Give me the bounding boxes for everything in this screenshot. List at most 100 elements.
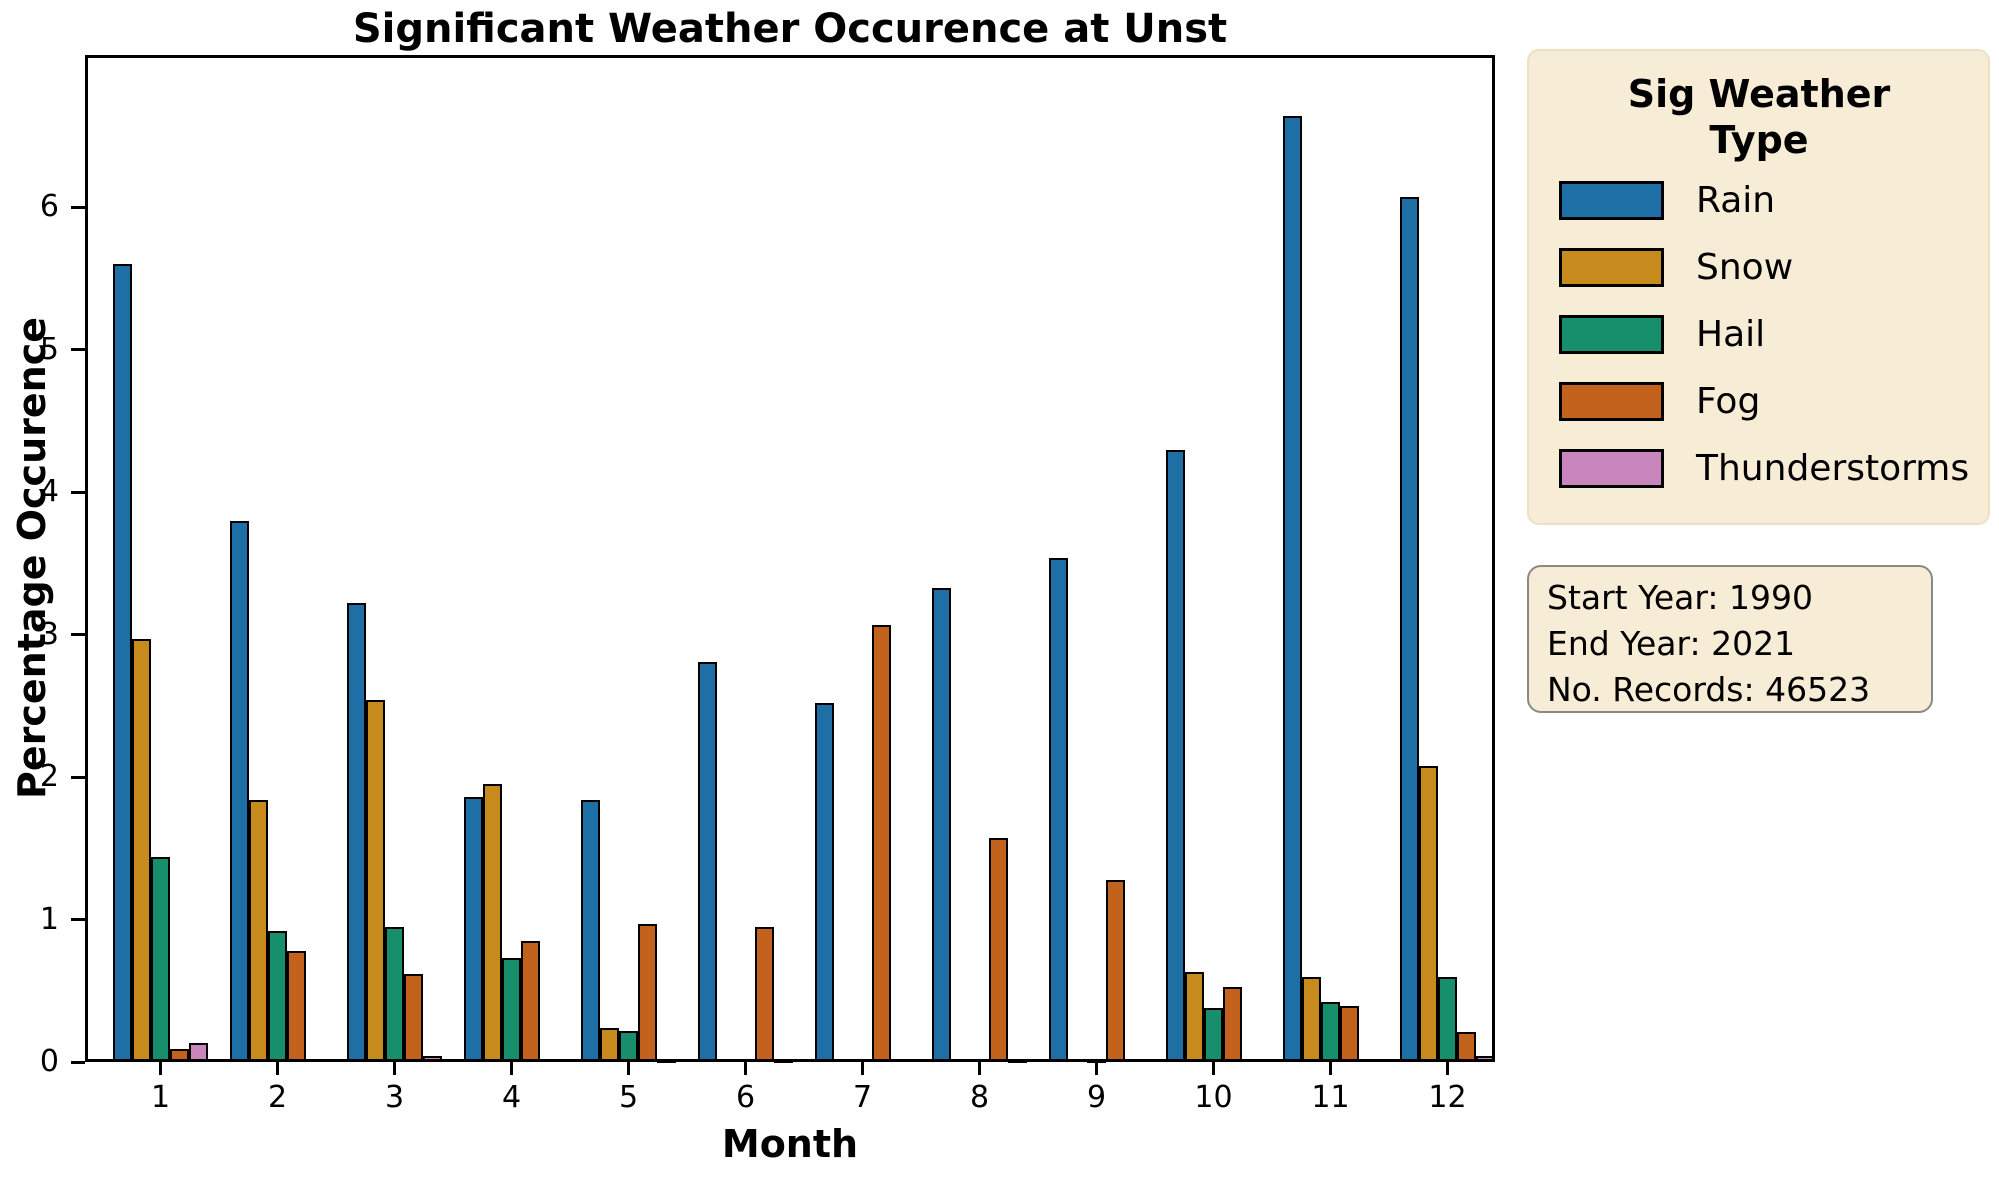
legend-swatch-rain	[1559, 181, 1664, 220]
y-tick-mark	[71, 633, 85, 637]
info-box: Start Year: 1990 End Year: 2021 No. Reco…	[1527, 565, 1933, 713]
bar-rain-month-4	[464, 797, 483, 1062]
legend-item-hail: Hail	[1559, 315, 1988, 354]
bar-snow-month-3	[366, 700, 385, 1062]
legend-swatch-hail	[1559, 315, 1664, 354]
bar-hail-month-1	[151, 856, 170, 1062]
bar-thunderstorms-month-3	[423, 1056, 442, 1062]
legend-swatch-snow	[1559, 248, 1664, 287]
bar-snow-month-4	[483, 784, 502, 1062]
legend-title: Sig Weather Type	[1627, 72, 1891, 162]
bar-fog-month-11	[1340, 1006, 1359, 1062]
bar-hail-month-5	[619, 1030, 638, 1062]
bar-fog-month-9	[1106, 879, 1125, 1062]
bar-thunderstorms-month-5	[657, 1059, 676, 1063]
bar-rain-month-5	[581, 799, 600, 1062]
x-tick-mark	[276, 1062, 279, 1075]
bar-thunderstorms-month-8	[1008, 1059, 1027, 1063]
info-num-records: No. Records: 46523	[1547, 670, 1871, 709]
bar-rain-month-7	[815, 703, 834, 1062]
x-tick-label: 3	[384, 1080, 405, 1115]
y-tick-mark	[71, 1060, 85, 1064]
info-start-year: Start Year: 1990	[1547, 578, 1813, 617]
bar-snow-month-12	[1419, 765, 1438, 1062]
legend-item-thunderstorms: Thunderstorms	[1559, 449, 1988, 488]
bar-hail-month-12	[1438, 976, 1457, 1062]
bar-fog-month-6	[755, 926, 774, 1062]
bar-rain-month-8	[932, 587, 951, 1062]
bar-snow-month-5	[600, 1027, 619, 1062]
bar-thunderstorms-month-12	[1476, 1056, 1495, 1062]
x-tick-label: 2	[267, 1080, 288, 1115]
x-tick-mark	[744, 1062, 747, 1075]
y-tick-label: 1	[39, 901, 59, 937]
x-tick-label: 10	[1194, 1080, 1233, 1115]
x-tick-mark	[393, 1062, 396, 1075]
x-tick-mark	[1329, 1062, 1332, 1075]
bar-rain-month-2	[230, 520, 249, 1062]
legend-label: Thunderstorms	[1696, 448, 1970, 489]
legend-swatch-thunderstorms	[1559, 449, 1664, 488]
y-tick-mark	[71, 775, 85, 779]
legend-item-rain: Rain	[1559, 181, 1988, 220]
bar-thunderstorms-month-1	[189, 1043, 208, 1062]
bar-snow-month-2	[249, 799, 268, 1062]
legend-item-snow: Snow	[1559, 248, 1988, 287]
bar-rain-month-1	[113, 264, 132, 1062]
x-tick-label: 11	[1311, 1080, 1350, 1115]
x-tick-label: 6	[735, 1080, 756, 1115]
plot-area: 0 1 2 3 4 5 6 1 2 3 4 5 6 7 8 9 10 11 12	[40, 55, 1495, 1115]
x-tick-mark	[159, 1062, 162, 1075]
info-end-year: End Year: 2021	[1547, 624, 1796, 663]
legend-label: Fog	[1696, 381, 1761, 422]
x-tick-mark	[510, 1062, 513, 1075]
y-tick-mark	[71, 918, 85, 922]
bar-fog-month-12	[1457, 1032, 1476, 1062]
bar-hail-month-4	[502, 958, 521, 1062]
y-axis-label: Percentage Occurence	[10, 317, 54, 799]
bar-snow-month-10	[1185, 972, 1204, 1062]
bar-hail-month-2	[268, 930, 287, 1062]
y-tick-label: 3	[39, 616, 59, 652]
legend-label: Hail	[1696, 314, 1766, 355]
x-tick-label: 4	[501, 1080, 522, 1115]
x-tick-label: 9	[1086, 1080, 1107, 1115]
x-tick-mark	[627, 1062, 630, 1075]
bar-rain-month-12	[1400, 197, 1419, 1062]
x-tick-label: 5	[618, 1080, 639, 1115]
bar-fog-month-8	[989, 838, 1008, 1062]
y-tick-label: 0	[39, 1044, 59, 1079]
y-tick-label: 4	[39, 474, 59, 510]
x-tick-mark	[1446, 1062, 1449, 1075]
bar-thunderstorms-month-6	[774, 1059, 793, 1063]
x-tick-label: 12	[1428, 1080, 1467, 1115]
y-tick-mark	[71, 348, 85, 352]
bar-snow-month-1	[132, 638, 151, 1062]
bar-rain-month-10	[1166, 449, 1185, 1062]
x-tick-mark	[978, 1062, 981, 1075]
x-tick-label: 8	[969, 1080, 990, 1115]
bar-snow-month-11	[1302, 976, 1321, 1062]
bar-rain-month-6	[698, 661, 717, 1062]
bar-fog-month-2	[287, 950, 306, 1062]
x-tick-mark	[861, 1062, 864, 1075]
bar-fog-month-4	[521, 940, 540, 1062]
bar-fog-month-1	[170, 1049, 189, 1062]
bar-hail-month-10	[1204, 1007, 1223, 1062]
bar-hail-month-9	[1087, 1059, 1106, 1063]
x-tick-mark	[1095, 1062, 1098, 1075]
bar-hail-month-3	[385, 926, 404, 1062]
x-axis-label: Month	[721, 1122, 859, 1166]
y-tick-label: 2	[39, 759, 59, 795]
chart-title: Significant Weather Occurence at Unst	[352, 6, 1228, 52]
bar-hail-month-11	[1321, 1002, 1340, 1062]
legend-swatch-fog	[1559, 382, 1664, 421]
bar-rain-month-11	[1283, 116, 1302, 1062]
x-tick-label: 7	[852, 1080, 873, 1115]
bar-fog-month-5	[638, 923, 657, 1062]
legend-item-fog: Fog	[1559, 382, 1988, 421]
bar-fog-month-10	[1223, 986, 1242, 1062]
y-tick-label: 6	[39, 189, 59, 225]
legend-label: Snow	[1696, 247, 1794, 288]
